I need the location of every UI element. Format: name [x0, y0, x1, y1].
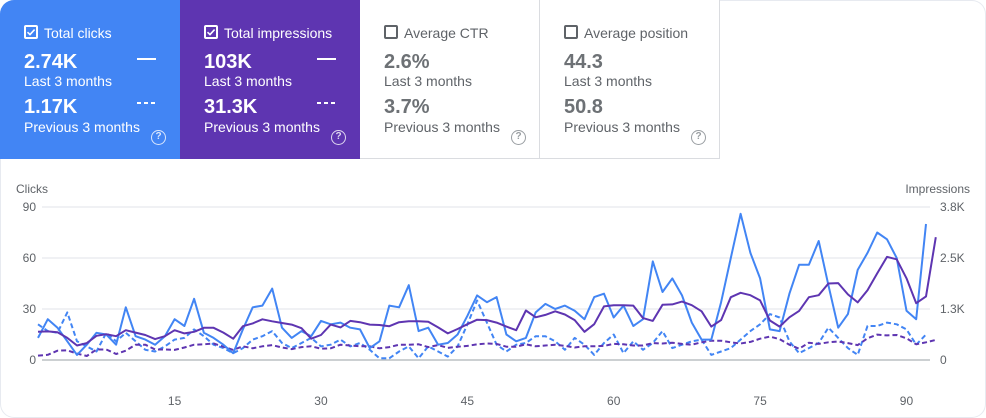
- metric-previous-value: 3.7%: [384, 96, 430, 118]
- metric-current-value: 44.3: [564, 51, 603, 73]
- period-current-label: Last 3 months: [24, 73, 112, 89]
- solid-line-legend-icon: [137, 58, 156, 60]
- right-tick-label: 3.8K: [940, 200, 965, 214]
- period-previous-label: Previous 3 months: [204, 119, 320, 135]
- checkbox-unchecked-icon[interactable]: [384, 25, 398, 39]
- period-previous-label: Previous 3 months: [564, 119, 680, 135]
- right-tick-label: 1.3K: [940, 302, 965, 316]
- x-tick-label: 75: [753, 394, 767, 408]
- left-axis-label: Clicks: [16, 182, 48, 196]
- series-line-impressions: [37, 237, 937, 347]
- left-tick-label: 90: [23, 200, 37, 214]
- checkbox-checked-icon[interactable]: [204, 25, 218, 39]
- left-tick-label: 30: [23, 302, 37, 316]
- series-line-clicks-previous: [37, 299, 927, 360]
- metric-label: Average position: [584, 25, 689, 41]
- right-axis-label: Impressions: [905, 182, 970, 196]
- period-previous-label: Previous 3 months: [384, 119, 500, 135]
- help-icon[interactable]: ?: [331, 130, 346, 145]
- metric-current-value: 2.74K: [24, 51, 78, 73]
- metric-previous-value: 50.8: [564, 96, 603, 118]
- right-tick-label: 0: [940, 353, 947, 367]
- period-current-label: Last 3 months: [564, 73, 652, 89]
- metric-card-average-position[interactable]: Average position 44.3 Last 3 months 50.8…: [540, 0, 720, 159]
- x-tick-label: 15: [168, 394, 182, 408]
- series-line-clicks: [37, 212, 927, 356]
- left-tick-label: 60: [23, 251, 37, 265]
- left-tick-label: 0: [29, 353, 36, 367]
- x-tick-label: 45: [461, 394, 475, 408]
- metric-current-value: 103K: [204, 51, 252, 73]
- period-previous-label: Previous 3 months: [24, 119, 140, 135]
- gridlines: [42, 206, 930, 361]
- period-current-label: Last 3 months: [384, 73, 472, 89]
- help-icon[interactable]: ?: [691, 130, 706, 145]
- metric-current-value: 2.6%: [384, 51, 430, 73]
- metric-cards: Total clicks 2.74K Last 3 months 1.17K P…: [0, 0, 720, 159]
- line-chart: 0 0 30 1.3K 60 2.5K 90 3.8K Clicks Impressions 15 3…: [16, 182, 970, 408]
- metric-label: Total impressions: [224, 25, 333, 41]
- metric-card-total-impressions[interactable]: Total impressions 103K Last 3 months 31.…: [180, 0, 360, 159]
- checkbox-checked-icon[interactable]: [24, 25, 38, 39]
- checkbox-unchecked-icon[interactable]: [564, 25, 578, 39]
- axis-labels: 0 0 30 1.3K 60 2.5K 90 3.8K Clicks Impressions 15 3…: [16, 182, 970, 408]
- metric-card-average-ctr[interactable]: Average CTR 2.6% Last 3 months 3.7% Prev…: [360, 0, 540, 159]
- help-icon[interactable]: ?: [511, 130, 526, 145]
- performance-chart: 0 0 30 1.3K 60 2.5K 90 3.8K Clicks Impressions 15 3…: [0, 170, 986, 418]
- help-icon[interactable]: ?: [151, 130, 166, 145]
- metric-previous-value: 31.3K: [204, 96, 258, 118]
- metric-label: Total clicks: [44, 25, 112, 41]
- right-tick-label: 2.5K: [940, 251, 965, 265]
- period-current-label: Last 3 months: [204, 73, 292, 89]
- series-lines: [37, 212, 937, 360]
- solid-line-legend-icon: [317, 58, 336, 60]
- x-tick-label: 90: [900, 394, 914, 408]
- dashed-line-legend-icon: [137, 102, 156, 104]
- x-tick-label: 30: [314, 394, 328, 408]
- x-tick-label: 60: [607, 394, 621, 408]
- metric-card-total-clicks[interactable]: Total clicks 2.74K Last 3 months 1.17K P…: [0, 0, 180, 159]
- metric-label: Average CTR: [404, 25, 489, 41]
- metric-previous-value: 1.17K: [24, 96, 78, 118]
- dashed-line-legend-icon: [317, 102, 336, 104]
